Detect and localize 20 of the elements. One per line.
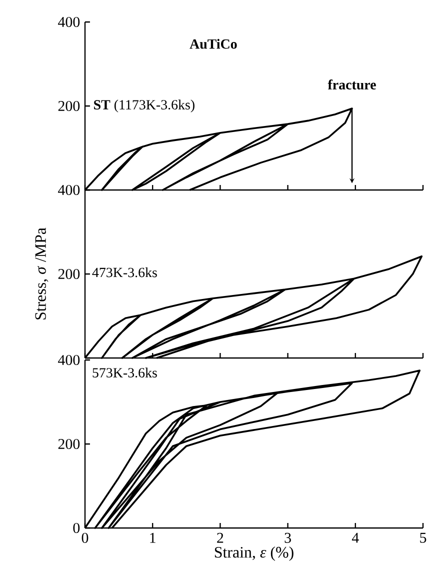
x-tick-label: 0 xyxy=(82,532,88,543)
x-tick-label: 1 xyxy=(150,532,156,543)
annotation: 573K-3.6ks xyxy=(92,368,157,378)
annotation: AuTiCo xyxy=(189,38,237,49)
annotation: 473K-3.6ks xyxy=(92,267,157,278)
y-tick-label: 400 xyxy=(58,16,80,28)
y-tick-label: 200 xyxy=(58,100,80,112)
y-tick-label: 200 xyxy=(58,268,80,280)
annotation: fracture xyxy=(328,80,376,90)
x-axis-title: Strain, ε (%) xyxy=(214,546,294,561)
y-tick-label: 400 xyxy=(58,184,80,196)
x-tick-label: 5 xyxy=(420,532,426,543)
y-tick-label: 0 xyxy=(73,522,80,534)
y-axis-title: Stress, σ /MPa xyxy=(35,228,48,320)
x-tick-label: 2 xyxy=(216,532,223,543)
x-tick-label: 3 xyxy=(284,532,291,543)
x-tick-label: 4 xyxy=(352,532,359,543)
y-tick-label: 400 xyxy=(58,354,80,366)
y-tick-label: 200 xyxy=(58,438,80,450)
annotation: ST (1173K-3.6ks) xyxy=(94,100,194,112)
